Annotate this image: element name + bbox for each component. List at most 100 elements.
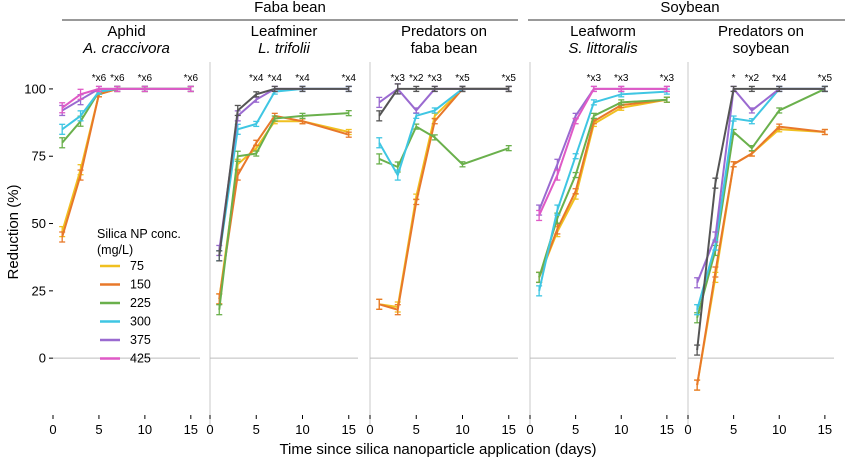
legend-label: 225 — [130, 296, 151, 310]
annotation: *x2 — [409, 73, 424, 84]
legend-label: 425 — [130, 352, 151, 366]
x-tick-label: 10 — [614, 422, 628, 437]
series-line-375 — [538, 87, 667, 211]
annotation: *x6 — [92, 73, 107, 84]
y-axis-label: Reduction (%) — [5, 184, 22, 279]
panel-title-line: A. craccivora — [82, 40, 170, 57]
crop-headers: Faba bean Soybean — [62, 0, 845, 21]
series-line-75 — [379, 87, 509, 309]
annotation: *x2 — [745, 73, 760, 84]
annotation: *x4 — [772, 73, 787, 84]
y-tick-label: 0 — [39, 351, 46, 366]
series-line-150 — [378, 87, 509, 311]
series-line-150 — [538, 98, 667, 278]
x-tick-label: 15 — [660, 422, 674, 437]
y-tick-label: 25 — [32, 283, 46, 298]
x-tick-label: 10 — [455, 422, 469, 437]
annotation: *x5 — [818, 73, 833, 84]
annotation: *x3 — [587, 73, 602, 84]
legend-label: 150 — [130, 278, 151, 292]
x-axis-label: Time since silica nanoparticle applicati… — [279, 441, 596, 458]
annotation: *x4 — [268, 73, 283, 84]
series-line-75 — [218, 120, 349, 300]
x-tick-label: 0 — [684, 422, 691, 437]
series-line-75 — [696, 128, 825, 386]
series-line-300 — [538, 90, 667, 292]
legend-label: 375 — [130, 333, 151, 347]
panel-title-line: Leafworm — [570, 23, 636, 40]
series-line-225 — [538, 98, 667, 278]
annotation: *x6 — [138, 73, 153, 84]
annotation: *x4 — [295, 73, 310, 84]
panel-title-line: faba bean — [411, 40, 478, 57]
annotation: *x5 — [455, 73, 470, 84]
series-line-75 — [538, 98, 668, 278]
legend-entry-375: 375 — [100, 333, 151, 347]
annotation: *x6 — [110, 73, 125, 84]
annotation: * — [732, 73, 736, 84]
annotation: *x6 — [184, 73, 199, 84]
x-tick-label: 5 — [572, 422, 579, 437]
series-line-150 — [696, 125, 825, 386]
series-line-225 — [696, 88, 826, 319]
x-tick-label: 5 — [730, 422, 737, 437]
series-line-375 — [696, 86, 825, 284]
legend-entry-300: 300 — [100, 315, 151, 329]
panel-title-line: L. trifolii — [258, 40, 310, 57]
series-line-425 — [538, 87, 667, 216]
annotation: *x5 — [502, 73, 517, 84]
panel-title-line: Leafminer — [251, 23, 318, 40]
legend-entry-425: 425 — [100, 352, 151, 366]
x-tick-label: 5 — [253, 422, 260, 437]
x-tick-label: 0 — [526, 422, 533, 437]
x-tick-label: 15 — [342, 422, 356, 437]
series-line-425 — [61, 87, 191, 109]
annotation: *x3 — [660, 73, 675, 84]
legend: Silica NP conc. (mg/L) 75 150 225 300 375 425 — [97, 227, 181, 366]
x-tick-label: 5 — [95, 422, 102, 437]
series-line-425 — [378, 87, 509, 117]
legend-entry-225: 225 — [100, 296, 151, 310]
legend-entry-75: 75 — [100, 259, 144, 273]
x-tick-label: 10 — [295, 422, 309, 437]
y-tick-label: 50 — [32, 216, 46, 231]
legend-title-line1: Silica NP conc. — [97, 227, 181, 241]
x-tick-label: 10 — [772, 422, 786, 437]
panel-title-line: Predators on — [401, 23, 487, 40]
x-tick-label: 0 — [49, 422, 56, 437]
series-line-225 — [218, 112, 349, 310]
series-line-425 — [696, 87, 825, 351]
series-line-225 — [378, 125, 510, 169]
x-tick-label: 10 — [138, 422, 152, 437]
y-tick-label: 75 — [32, 149, 46, 164]
legend-title-line2: (mg/L) — [97, 243, 133, 257]
x-tick-label: 15 — [818, 422, 832, 437]
annotation: *x4 — [342, 73, 357, 84]
legend-entry-150: 150 — [100, 278, 151, 292]
panel-title-line: S. littoralis — [568, 40, 638, 57]
panel-title-line: Predators on — [718, 23, 804, 40]
x-tick-label: 15 — [502, 422, 516, 437]
series-line-150 — [218, 114, 350, 300]
legend-label: 300 — [130, 315, 151, 329]
y-tick-label: 100 — [24, 81, 46, 96]
x-tick-label: 0 — [366, 422, 373, 437]
crop-title-soybean: Soybean — [660, 0, 719, 16]
x-tick-label: 0 — [206, 422, 213, 437]
panel-title-line: Aphid — [107, 23, 145, 40]
x-tick-label: 5 — [413, 422, 420, 437]
panel-title-line: soybean — [733, 40, 790, 57]
annotation: *x3 — [614, 73, 629, 84]
legend-label: 75 — [130, 259, 144, 273]
annotation: *x4 — [249, 73, 264, 84]
x-tick-label: 15 — [184, 422, 198, 437]
crop-title-faba: Faba bean — [254, 0, 326, 16]
